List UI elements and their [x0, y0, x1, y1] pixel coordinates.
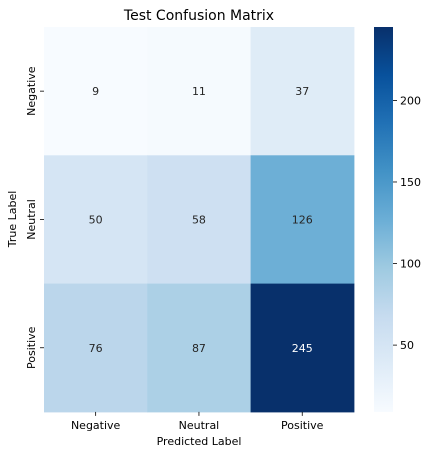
colorbar-tick-label: 50: [400, 339, 414, 352]
cell-value-label: 11: [192, 85, 206, 98]
heatmap-cell: [147, 283, 252, 413]
colorbar-tick-label: 150: [400, 176, 421, 189]
cell-value-label: 245: [292, 342, 313, 355]
cell-value-label: 37: [295, 85, 309, 98]
heatmap-cell: [250, 27, 355, 156]
cell-value-label: 50: [89, 213, 103, 226]
heatmap-cell: [44, 27, 148, 156]
y-axis-ticks: Negative Neutral Positive: [25, 66, 44, 369]
cell-value-label: 9: [92, 85, 99, 98]
heatmap-cell: [147, 27, 252, 156]
cell-value-label: 76: [89, 342, 103, 355]
x-tick-label: Negative: [71, 419, 121, 432]
heatmap-cell: [147, 155, 252, 285]
colorbar-tick-label: 100: [400, 258, 421, 271]
cell-annotations: 9 11 37 50 58 126 76 87 245: [89, 85, 313, 355]
x-tick-label: Positive: [281, 419, 324, 432]
heatmap-cell: [250, 283, 355, 413]
heatmap-cell: [250, 155, 355, 285]
y-axis-label: True Label: [6, 191, 19, 249]
y-tick-label: Positive: [25, 326, 38, 369]
x-axis-label: Predicted Label: [157, 435, 242, 448]
colorbar: [374, 27, 393, 412]
cell-value-label: 126: [292, 213, 313, 226]
heatmap-cell: [44, 283, 148, 413]
heatmap-cells: [44, 27, 355, 413]
y-tick-label: Negative: [25, 66, 38, 116]
y-tick-label: Neutral: [25, 199, 38, 240]
x-tick-label: Neutral: [179, 419, 220, 432]
x-axis-ticks: Negative Neutral Positive: [71, 411, 324, 432]
heatmap-cell: [44, 155, 148, 285]
chart-title: Test Confusion Matrix: [123, 8, 274, 24]
colorbar-ticks: 50 100 150 200: [393, 94, 421, 352]
cell-value-label: 87: [192, 342, 206, 355]
cell-value-label: 58: [192, 213, 206, 226]
colorbar-tick-label: 200: [400, 94, 421, 107]
